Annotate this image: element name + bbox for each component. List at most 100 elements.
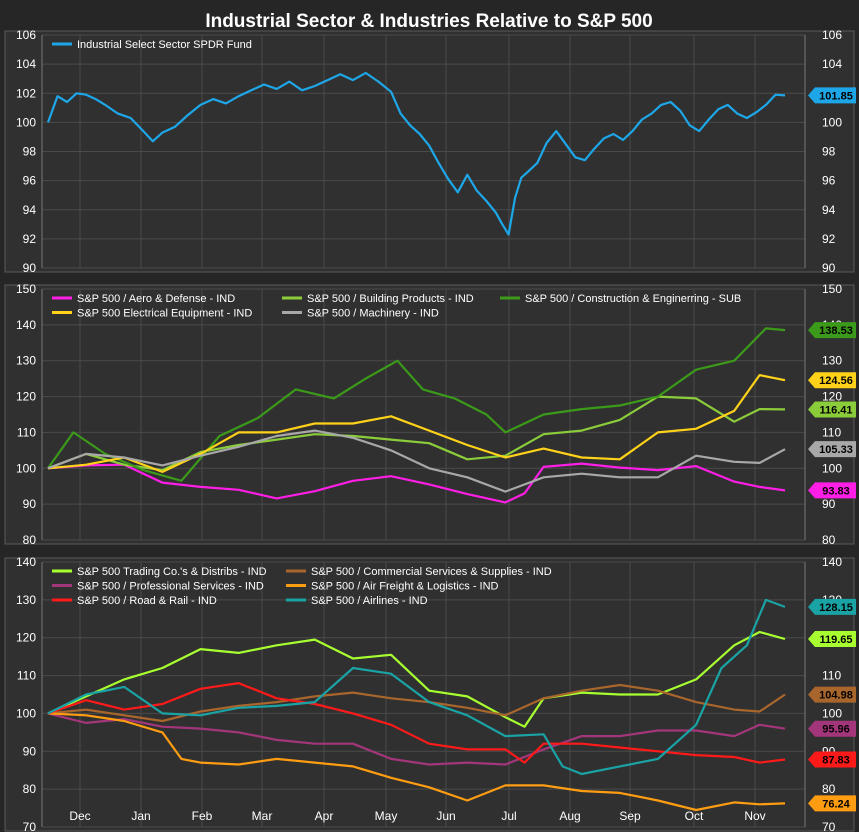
- y-tick-label-left: 102: [16, 86, 36, 100]
- x-tick-label: Oct: [685, 809, 704, 823]
- series-line-5: [47, 682, 786, 764]
- last-value-label: 101.85: [819, 90, 853, 102]
- y-tick-label-right: 94: [822, 203, 836, 217]
- y-tick-label-left: 98: [23, 145, 37, 159]
- series-line-1: [47, 630, 786, 728]
- series-line-6: [47, 598, 786, 776]
- x-tick-label: Dec: [69, 809, 90, 823]
- y-tick-label-left: 92: [23, 232, 37, 246]
- y-tick-label-left: 90: [23, 497, 37, 511]
- legend-label: S&P 500 / Machinery - IND: [307, 308, 439, 320]
- y-tick-label-left: 120: [16, 631, 36, 645]
- x-tick-label: May: [375, 809, 398, 823]
- y-tick-label-right: 90: [822, 497, 836, 511]
- x-tick-label: Jun: [436, 809, 455, 823]
- panel-frame: [4, 284, 855, 545]
- series-line-3: [47, 327, 786, 482]
- last-value-tag: [808, 322, 856, 339]
- plot-layer: 9090929294949696989810010010210210410410…: [4, 28, 856, 832]
- last-value-tag: [808, 720, 856, 737]
- legend-label: S&P 500 Trading Co.'s & Distribs - IND: [77, 566, 267, 578]
- x-tick-label: Apr: [315, 809, 334, 823]
- legend-label: S&P 500 / Professional Services - IND: [77, 581, 264, 593]
- last-value-tag: [808, 482, 856, 499]
- series-line-1: [47, 462, 786, 504]
- y-tick-label-right: 92: [822, 232, 836, 246]
- x-tick-label: Mar: [252, 809, 273, 823]
- panel-middle: 8080909010010011011012012013013014014015…: [4, 282, 856, 547]
- y-tick-label-left: 104: [16, 57, 36, 71]
- y-tick-label-left: 110: [17, 425, 36, 439]
- y-tick-label-left: 100: [16, 706, 36, 720]
- y-tick-label-right: 80: [822, 782, 836, 796]
- panel-top: 9090929294949696989810010010210210410410…: [4, 28, 856, 275]
- y-tick-label-left: 80: [23, 782, 37, 796]
- last-value-label: 116.41: [819, 404, 852, 416]
- y-tick-label-left: 130: [16, 593, 36, 607]
- y-tick-label-left: 140: [16, 318, 36, 332]
- last-value-label: 124.56: [819, 375, 853, 387]
- legend-label: S&P 500 / Airlines - IND: [311, 595, 428, 607]
- y-tick-label-right: 110: [822, 425, 841, 439]
- y-tick-label-right: 100: [822, 706, 842, 720]
- y-tick-label-right: 110: [822, 669, 841, 683]
- last-value-tag: [808, 87, 856, 104]
- y-tick-label-right: 98: [822, 145, 836, 159]
- legend-label: S&P 500 / Construction & Enginerring - S…: [525, 293, 741, 305]
- y-tick-label-right: 100: [822, 461, 842, 475]
- y-tick-label-right: 100: [822, 115, 842, 129]
- y-tick-label-right: 80: [822, 533, 836, 547]
- last-value-tag: [808, 631, 856, 648]
- y-tick-label-left: 106: [16, 28, 36, 42]
- last-value-label: 87.83: [822, 755, 850, 767]
- last-value-tag: [808, 598, 856, 615]
- y-tick-label-left: 80: [23, 533, 37, 547]
- y-tick-label-left: 100: [16, 115, 36, 129]
- legend-label: S&P 500 Electrical Equipment - IND: [77, 308, 252, 320]
- y-tick-label-right: 130: [822, 354, 842, 368]
- series-line-1: [46, 71, 786, 236]
- y-tick-label-left: 90: [23, 261, 37, 275]
- y-tick-label-left: 94: [23, 203, 37, 217]
- last-value-label: 76.24: [822, 798, 850, 810]
- last-value-label: 105.33: [819, 444, 853, 456]
- y-tick-label-right: 104: [822, 57, 842, 71]
- last-value-tag: [808, 795, 856, 812]
- x-tick-label: Nov: [744, 809, 765, 823]
- series-line-2: [47, 395, 786, 472]
- x-tick-label: Feb: [192, 809, 213, 823]
- panel-frame: [4, 557, 855, 832]
- series-line-4: [47, 712, 786, 812]
- y-tick-label-left: 100: [16, 461, 36, 475]
- last-value-tag: [808, 686, 856, 703]
- last-value-tag: [808, 751, 856, 768]
- x-tick-label: Jul: [501, 809, 516, 823]
- legend-label: S&P 500 / Air Freight & Logistics - IND: [311, 581, 499, 593]
- legend-label: S&P 500 / Building Products - IND: [307, 293, 474, 305]
- panel-bottom: 7070808090901001001101101201201301301401…: [4, 555, 856, 832]
- last-value-label: 119.65: [819, 634, 852, 646]
- y-tick-label-left: 150: [16, 282, 36, 296]
- last-value-tag: [808, 401, 856, 418]
- legend-label: S&P 500 / Aero & Defense - IND: [77, 293, 235, 305]
- y-tick-label-right: 106: [822, 28, 842, 42]
- x-tick-label: Sep: [619, 809, 641, 823]
- y-tick-label-right: 120: [822, 390, 842, 404]
- y-tick-label-left: 130: [16, 354, 36, 368]
- x-tick-label: Aug: [559, 809, 580, 823]
- y-tick-label-right: 140: [822, 555, 842, 569]
- y-tick-label-left: 110: [17, 669, 36, 683]
- chart-title: Industrial Sector & Industries Relative …: [205, 11, 652, 32]
- legend-label: S&P 500 / Road & Rail - IND: [77, 595, 217, 607]
- legend-label: Industrial Select Sector SPDR Fund: [77, 39, 252, 51]
- y-tick-label-right: 70: [822, 820, 836, 832]
- last-value-label: 95.96: [822, 724, 850, 736]
- last-value-label: 138.53: [819, 325, 853, 337]
- y-tick-label-left: 90: [23, 744, 37, 758]
- last-value-tag: [808, 372, 856, 389]
- y-tick-label-right: 96: [822, 174, 836, 188]
- y-tick-label-left: 70: [23, 820, 37, 832]
- x-tick-label: Jan: [131, 809, 150, 823]
- series-line-5: [47, 429, 786, 493]
